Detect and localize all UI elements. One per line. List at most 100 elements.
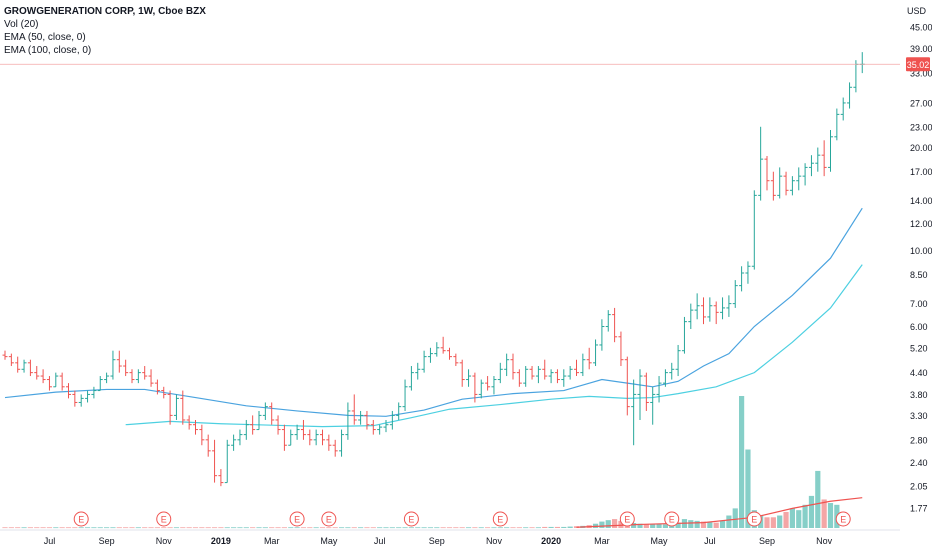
ohlc-bar — [161, 386, 167, 399]
legend-ema50[interactable]: EMA (50, close, 0) — [4, 32, 86, 43]
volume-bar — [338, 527, 345, 529]
ohlc-bar — [726, 295, 732, 317]
earnings-circle — [619, 511, 635, 527]
y-tick-label: 2.40 — [910, 458, 928, 468]
ohlc-bar — [764, 155, 770, 191]
ohlc-bar — [294, 424, 300, 440]
volume-bar — [802, 504, 808, 528]
x-tick-label: Sep — [759, 536, 775, 546]
volume-bar — [510, 527, 516, 529]
volume-bar — [554, 526, 561, 528]
ohlc-bar — [624, 356, 630, 416]
earnings-circle — [746, 511, 762, 527]
y-tick-label: 20.00 — [910, 143, 932, 153]
ohlc-bar — [834, 108, 840, 141]
volume-bar — [84, 527, 91, 529]
volume-bar — [605, 520, 611, 528]
ohlc-bar — [383, 419, 389, 433]
ohlc-bar — [173, 394, 179, 420]
legend-title[interactable]: GROWGENERATION CORP, 1W, Cboe BZX — [4, 6, 206, 17]
ohlc-bar — [243, 419, 249, 440]
ohlc-bar — [66, 383, 71, 399]
volume-bar — [21, 527, 27, 529]
volume-bar — [434, 527, 440, 529]
x-tick-label: Nov — [816, 536, 833, 546]
ohlc-bar — [574, 359, 579, 377]
volume-bar — [154, 527, 160, 529]
legend: GROWGENERATION CORP, 1W, Cboe BZX Vol (2… — [4, 5, 206, 57]
ohlc-bar — [643, 372, 649, 411]
ohlc-bar — [231, 434, 237, 451]
ohlc-bar — [662, 369, 668, 387]
y-tick-label: 3.30 — [910, 411, 928, 421]
ohlc-bar — [116, 350, 122, 373]
volume-bar — [116, 527, 122, 529]
ema100-line — [125, 264, 863, 428]
volume-bar — [281, 527, 287, 529]
y-tick-label: 14.00 — [910, 196, 932, 206]
ohlc-bar — [389, 410, 395, 430]
volume-bar — [764, 517, 770, 528]
volume-bar — [675, 522, 681, 528]
volume-bar — [796, 510, 802, 528]
volume-bar — [59, 527, 65, 529]
ohlc-bar — [27, 359, 33, 377]
earnings-circle — [664, 511, 680, 527]
earnings-label: E — [78, 515, 84, 525]
earnings-marker: E — [156, 511, 172, 527]
volume-bar — [110, 527, 116, 529]
ohlc-bar — [288, 429, 294, 446]
ema-layer — [4, 207, 863, 428]
ohlc-bar — [637, 369, 643, 420]
legend-vol[interactable]: Vol (20) — [4, 19, 39, 30]
y-tick-label: 8.50 — [910, 270, 928, 280]
volume-bar — [326, 527, 332, 529]
ohlc-bar — [193, 419, 198, 435]
ohlc-bar — [59, 372, 65, 391]
volume-bar — [726, 515, 732, 528]
volume-bar — [53, 527, 59, 529]
volume-bar — [288, 527, 294, 529]
ohlc-bar — [466, 369, 472, 387]
volume-bar — [319, 527, 326, 529]
volume-bar — [161, 527, 167, 529]
y-tick-label: 3.80 — [910, 390, 928, 400]
x-tick-label: 2019 — [211, 536, 231, 546]
y-tick-label: 45.00 — [910, 23, 932, 33]
legend-ema100[interactable]: EMA (100, close, 0) — [4, 45, 92, 56]
earnings-marker: E — [321, 511, 337, 527]
volume-bar — [567, 526, 573, 528]
volume-bar — [8, 527, 14, 529]
x-tick-label: Mar — [594, 536, 610, 546]
ohlc-bar — [504, 353, 510, 377]
x-tick-label: Sep — [99, 536, 115, 546]
ohlc-bar — [104, 372, 110, 384]
earnings-marker: E — [664, 511, 680, 527]
y-tick-label: 7.00 — [910, 299, 928, 309]
ohlc-bar — [618, 331, 624, 367]
volume-bar — [491, 527, 497, 529]
ohlc-bar — [681, 316, 687, 354]
volume-bar — [529, 527, 535, 529]
volume-bar — [358, 527, 364, 529]
ohlc-bar — [802, 163, 808, 186]
volume-bar — [364, 527, 370, 529]
ohlc-bar — [250, 415, 256, 435]
ohlc-bar — [224, 439, 230, 484]
ohlc-bar — [656, 376, 662, 403]
ohlc-bar — [485, 376, 491, 391]
volume-bar — [662, 524, 668, 528]
ohlc-bar — [732, 280, 738, 308]
volume-bar — [561, 526, 567, 528]
volume-bar — [262, 527, 268, 529]
ohlc-bar — [447, 347, 452, 360]
x-tick-label: Jul — [704, 536, 716, 546]
volume-bar — [396, 527, 402, 529]
volume-bar — [777, 515, 783, 528]
ohlc-bar — [21, 359, 27, 373]
volume-bar — [34, 527, 40, 529]
ohlc-bar — [97, 376, 103, 392]
ohlc-bar — [408, 366, 414, 391]
